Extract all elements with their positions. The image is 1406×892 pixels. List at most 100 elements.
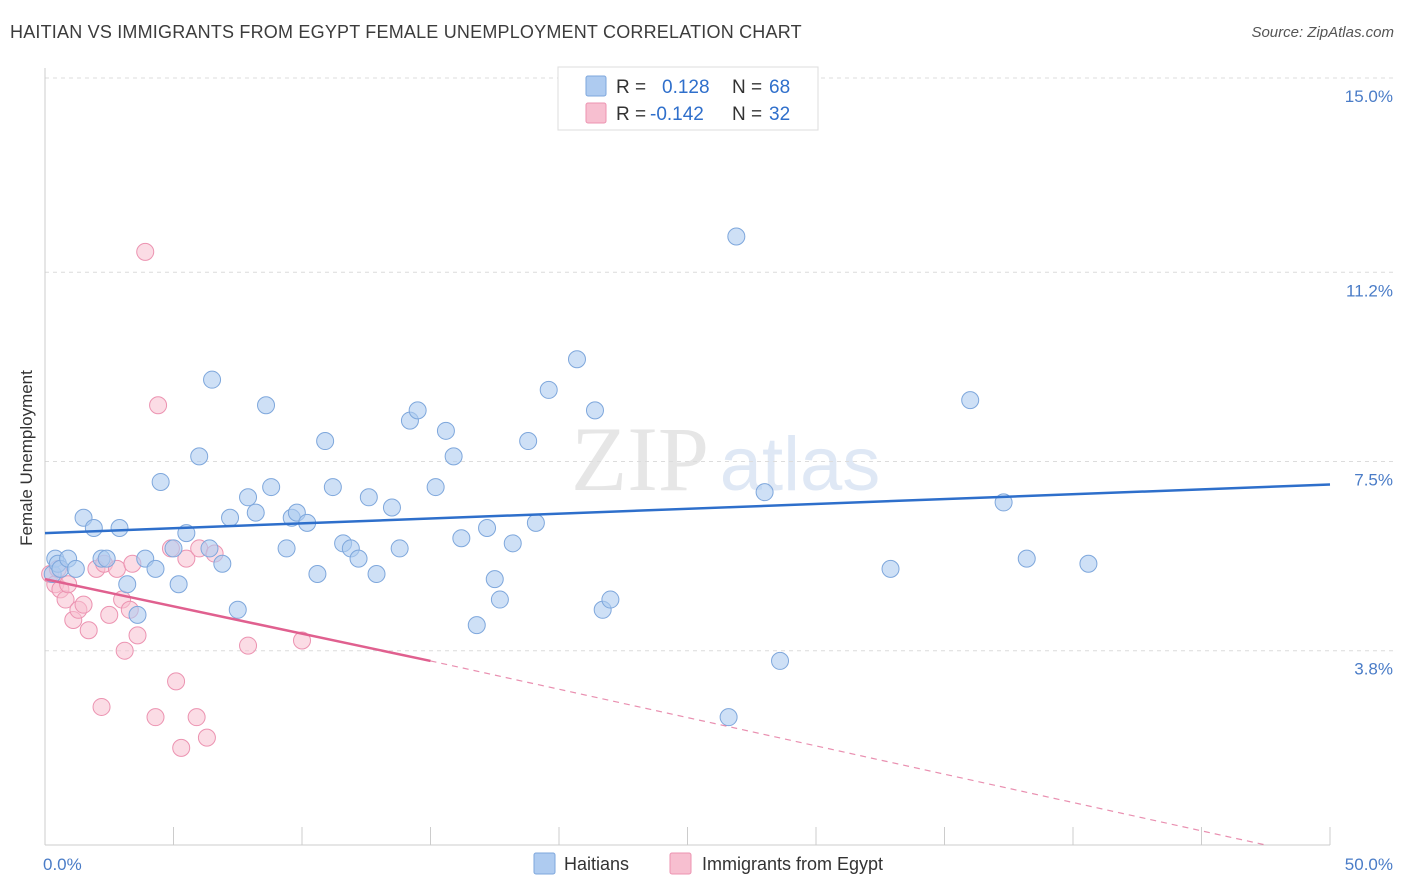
haitians-point-16 — [164, 539, 183, 558]
series-egypt-points — [41, 242, 311, 757]
egypt-point-24 — [167, 672, 186, 691]
y-tick-labels: 3.8% 7.5% 11.2% 15.0% — [1345, 87, 1393, 679]
haitians-point-50 — [478, 518, 497, 537]
haitians-point-22 — [213, 554, 232, 573]
egypt-point-9 — [79, 621, 98, 640]
haitians-point-20 — [200, 539, 219, 558]
haitians-point-64 — [771, 651, 790, 670]
egypt-point-27 — [187, 708, 206, 727]
haitians-point-56 — [539, 380, 558, 399]
haitians-point-53 — [503, 534, 522, 553]
haitians-point-49 — [467, 616, 486, 635]
egypt-point-12 — [92, 697, 111, 716]
haitians-point-17 — [169, 575, 188, 594]
haitians-point-12 — [128, 605, 147, 624]
haitians-point-63 — [755, 483, 774, 502]
haitians-point-48 — [452, 529, 471, 548]
haitians-point-35 — [323, 478, 342, 497]
haitians-point-51 — [485, 570, 504, 589]
legend-n-label-2: N = — [732, 104, 762, 125]
haitians-point-69 — [1079, 554, 1098, 573]
egypt-point-19 — [128, 626, 147, 645]
legend-swatch-egypt — [585, 102, 607, 124]
egypt-point-13 — [100, 605, 119, 624]
x-tick-labels: 0.0% 50.0% — [43, 855, 1393, 874]
legend-r-label-2: R = — [616, 104, 646, 125]
egypt-point-22 — [149, 396, 168, 415]
haitians-point-21 — [203, 370, 222, 389]
y-tick-label-3: 15.0% — [1345, 87, 1393, 106]
x-tick-label-1: 50.0% — [1345, 855, 1393, 874]
haitians-point-65 — [881, 559, 900, 578]
haitians-point-47 — [444, 447, 463, 466]
haitians-point-28 — [262, 478, 281, 497]
egypt-point-25 — [172, 738, 191, 757]
haitians-point-58 — [585, 401, 604, 420]
grid-lines — [45, 77, 1395, 652]
series-legend: Haitians Immigrants from Egypt — [533, 852, 883, 875]
egypt-point-29 — [197, 728, 216, 747]
egypt-point-32 — [293, 631, 311, 650]
watermark-atlas: atlas — [720, 422, 881, 507]
haitians-point-23 — [221, 508, 240, 527]
haitians-point-45 — [426, 478, 445, 497]
legend-n-value-1: 68 — [769, 77, 790, 98]
legend-r-value-2: -0.142 — [650, 104, 704, 125]
egypt-point-8 — [74, 595, 93, 614]
haitians-point-9 — [97, 549, 116, 568]
haitians-point-34 — [316, 432, 335, 451]
egypt-trend-extension — [430, 660, 1266, 846]
haitians-point-52 — [490, 590, 509, 609]
series-haitians-points — [43, 227, 1098, 727]
y-tick-label-1: 7.5% — [1354, 471, 1393, 490]
egypt-point-16 — [115, 641, 134, 660]
haitians-point-5 — [66, 559, 85, 578]
legend-n-value-2: 32 — [769, 104, 790, 125]
axes — [44, 68, 1331, 846]
haitians-point-60 — [601, 590, 620, 609]
legend-n-label-1: N = — [732, 77, 762, 98]
haitians-point-38 — [349, 549, 368, 568]
legend-swatch-haitians — [585, 75, 607, 97]
bottom-legend-swatch-egypt — [669, 852, 692, 875]
haitians-point-11 — [118, 575, 137, 594]
source-credit: Source: ZipAtlas.com — [1251, 24, 1394, 41]
haitians-point-40 — [367, 564, 386, 583]
haitians-point-62 — [727, 227, 746, 246]
legend-r-label-1: R = — [616, 77, 646, 98]
haitians-point-61 — [719, 708, 738, 727]
legend-r-value-1: 0.128 — [662, 77, 710, 98]
haitians-point-24 — [228, 600, 247, 619]
y-tick-label-0: 3.8% — [1354, 660, 1393, 679]
haitians-point-42 — [390, 539, 409, 558]
egypt-point-21 — [146, 708, 165, 727]
haitians-point-15 — [151, 472, 170, 491]
haitians-point-57 — [567, 350, 586, 369]
haitians-point-55 — [526, 513, 545, 532]
y-axis-label: Female Unemployment — [17, 370, 36, 546]
haitians-point-46 — [436, 421, 455, 440]
bottom-legend-swatch-haitians — [533, 852, 556, 875]
haitians-point-66 — [961, 391, 980, 410]
haitians-point-29 — [277, 539, 296, 558]
haitians-point-27 — [257, 396, 276, 415]
watermark-zip: ZIP — [571, 408, 709, 510]
correlation-legend: R = 0.128 N = 68 R = -0.142 N = 32 — [557, 66, 819, 131]
egypt-trend-line — [44, 577, 431, 663]
chart-title: HAITIAN VS IMMIGRANTS FROM EGYPT FEMALE … — [10, 22, 802, 42]
haitians-point-33 — [308, 564, 327, 583]
haitians-point-19 — [190, 447, 209, 466]
egypt-point-26 — [177, 549, 196, 568]
x-tick-label-0: 0.0% — [43, 855, 82, 874]
haitians-point-10 — [110, 518, 129, 537]
bottom-legend-haitians: Haitians — [564, 854, 629, 874]
haitians-point-68 — [1017, 549, 1036, 568]
egypt-point-31 — [239, 636, 258, 655]
egypt-point-20 — [136, 242, 155, 261]
haitians-point-44 — [408, 401, 427, 420]
haitians-point-14 — [146, 559, 165, 578]
haitians-point-7 — [84, 518, 103, 537]
y-tick-label-2: 11.2% — [1346, 281, 1393, 300]
bottom-legend-egypt: Immigrants from Egypt — [702, 854, 883, 874]
